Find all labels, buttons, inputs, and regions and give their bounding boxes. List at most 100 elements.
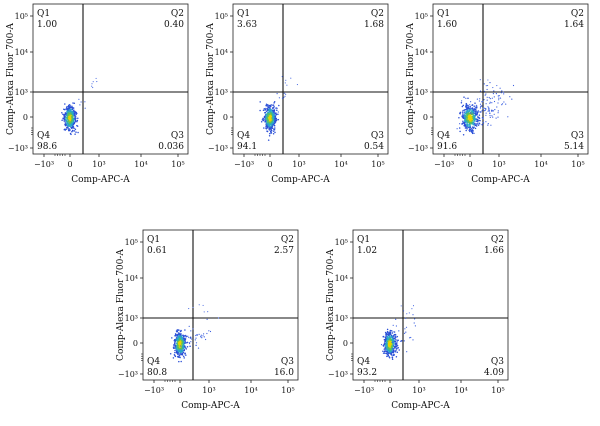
event-dot bbox=[274, 116, 276, 118]
event-dot bbox=[507, 116, 509, 118]
event-dot bbox=[188, 325, 190, 327]
event-dot bbox=[178, 350, 180, 353]
event-dot bbox=[174, 351, 176, 354]
event-dot bbox=[399, 340, 402, 342]
event-dot bbox=[84, 101, 86, 103]
event-dot bbox=[462, 122, 464, 124]
event-dot bbox=[468, 126, 471, 128]
event-dot bbox=[181, 354, 184, 356]
event-dot bbox=[65, 119, 67, 121]
event-dot bbox=[197, 347, 200, 349]
plot-frame bbox=[232, 3, 389, 155]
x-tick-label: 0 bbox=[387, 386, 392, 395]
event-dot bbox=[273, 128, 275, 130]
event-dot bbox=[392, 324, 394, 326]
event-dot bbox=[281, 76, 283, 78]
event-dot bbox=[183, 357, 185, 359]
event-dot bbox=[482, 107, 484, 109]
event-dot bbox=[75, 113, 77, 116]
event-dot bbox=[497, 102, 499, 104]
event-dot bbox=[386, 332, 388, 335]
quadrant-percent: 16.0 bbox=[274, 368, 294, 378]
event-dot bbox=[272, 119, 275, 121]
event-dot bbox=[509, 96, 511, 98]
x-tick-label: 10⁴ bbox=[244, 386, 257, 395]
event-dot bbox=[408, 312, 410, 314]
event-dot bbox=[72, 130, 74, 132]
event-dot bbox=[180, 349, 183, 351]
event-dot bbox=[262, 118, 265, 120]
event-dot bbox=[472, 127, 475, 129]
event-dot bbox=[387, 338, 389, 340]
x-axis-label: Comp-APC-A bbox=[471, 175, 530, 185]
event-dot bbox=[388, 357, 391, 359]
quadrant-percent: 2.57 bbox=[274, 246, 294, 256]
event-dot bbox=[184, 345, 186, 347]
event-dot bbox=[397, 339, 399, 341]
event-dot bbox=[267, 103, 269, 106]
event-dot bbox=[465, 127, 467, 129]
event-dot bbox=[478, 117, 480, 119]
quadrant-percent: 0.54 bbox=[364, 142, 384, 152]
event-dot bbox=[265, 107, 267, 110]
y-tick-label: 10⁵ bbox=[335, 238, 348, 247]
event-dot bbox=[460, 101, 463, 104]
event-dot bbox=[290, 77, 292, 79]
event-dot bbox=[268, 116, 270, 118]
event-dot bbox=[269, 110, 272, 112]
event-dot bbox=[389, 342, 392, 345]
event-cloud bbox=[456, 79, 515, 136]
event-dot bbox=[491, 109, 493, 111]
event-dot bbox=[67, 124, 70, 127]
event-dot bbox=[485, 121, 487, 123]
event-dot bbox=[72, 120, 75, 123]
event-dot bbox=[63, 115, 65, 117]
y-tick-label: 10⁵ bbox=[125, 238, 138, 247]
event-dot bbox=[384, 336, 386, 338]
event-dot bbox=[496, 106, 498, 108]
x-tick-label: 10³ bbox=[492, 160, 505, 169]
event-dot bbox=[184, 335, 186, 337]
event-dot bbox=[69, 112, 72, 115]
plot-frame bbox=[352, 229, 509, 381]
quadrant-percent: 1.68 bbox=[364, 20, 384, 30]
event-dot bbox=[405, 331, 407, 333]
event-dot bbox=[206, 332, 208, 335]
x-tick-label: 0 bbox=[177, 386, 182, 395]
event-dot bbox=[463, 111, 466, 113]
event-dot bbox=[486, 96, 488, 98]
event-dot bbox=[394, 350, 397, 353]
event-dot bbox=[277, 111, 279, 113]
event-dot bbox=[499, 97, 502, 99]
flow-plot-3: −10³ 0 10³ 10⁴ 10⁵ 10⁵ 10⁴ 10³ 0 −10³ Comp-APC-A Co… bbox=[400, 0, 590, 200]
event-dot bbox=[471, 118, 473, 121]
event-dot bbox=[412, 339, 414, 341]
event-dot bbox=[177, 336, 180, 338]
event-dot bbox=[178, 355, 181, 357]
event-dot bbox=[384, 331, 387, 334]
event-dot bbox=[488, 108, 490, 110]
quadrant-percent: 0.40 bbox=[164, 20, 184, 30]
event-dot bbox=[67, 104, 70, 107]
event-dot bbox=[391, 341, 394, 343]
event-dot bbox=[179, 345, 181, 347]
event-dot bbox=[176, 341, 179, 343]
event-dot bbox=[63, 128, 66, 131]
event-dot bbox=[471, 107, 473, 110]
event-dot bbox=[272, 104, 274, 106]
event-dot bbox=[271, 112, 274, 115]
event-dot bbox=[489, 114, 491, 117]
event-dot bbox=[70, 108, 73, 111]
event-dot bbox=[479, 98, 481, 100]
event-dot bbox=[487, 110, 489, 112]
quadrant-name: Q2 bbox=[371, 9, 384, 19]
event-dot bbox=[385, 334, 387, 337]
event-dot bbox=[265, 105, 268, 107]
event-dot bbox=[296, 84, 298, 86]
event-dot bbox=[190, 341, 192, 343]
event-dot bbox=[67, 117, 70, 120]
event-dot bbox=[392, 351, 394, 353]
event-dot bbox=[92, 87, 94, 89]
event-dot bbox=[482, 118, 484, 120]
event-dot bbox=[386, 328, 389, 331]
